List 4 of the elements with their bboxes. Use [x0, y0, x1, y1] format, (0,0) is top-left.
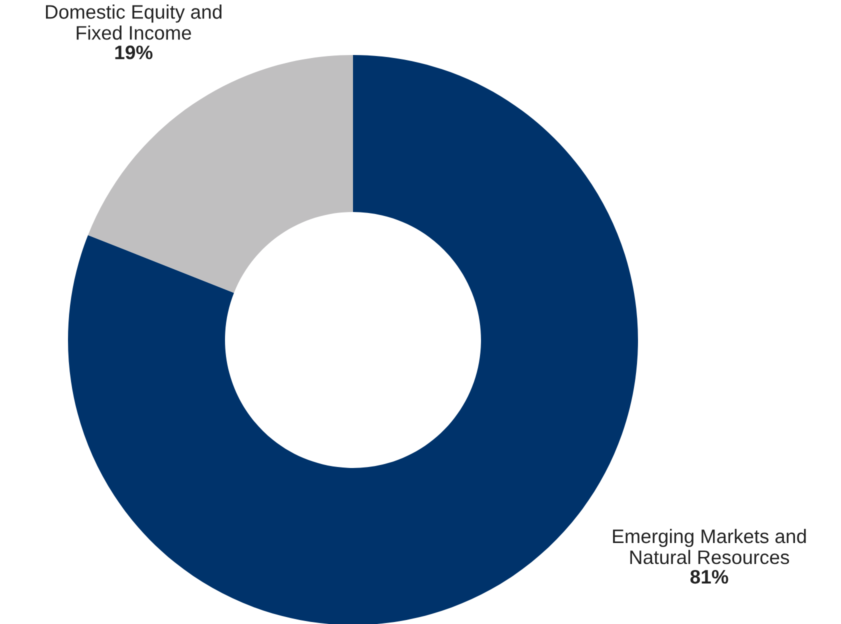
slice-label: Domestic Equity and Fixed Income	[46, 4, 222, 40]
slice-label: Emerging Markets and Natural Resources	[613, 528, 806, 564]
data-label: 81%	[690, 570, 728, 584]
data-label: 19%	[115, 46, 152, 60]
